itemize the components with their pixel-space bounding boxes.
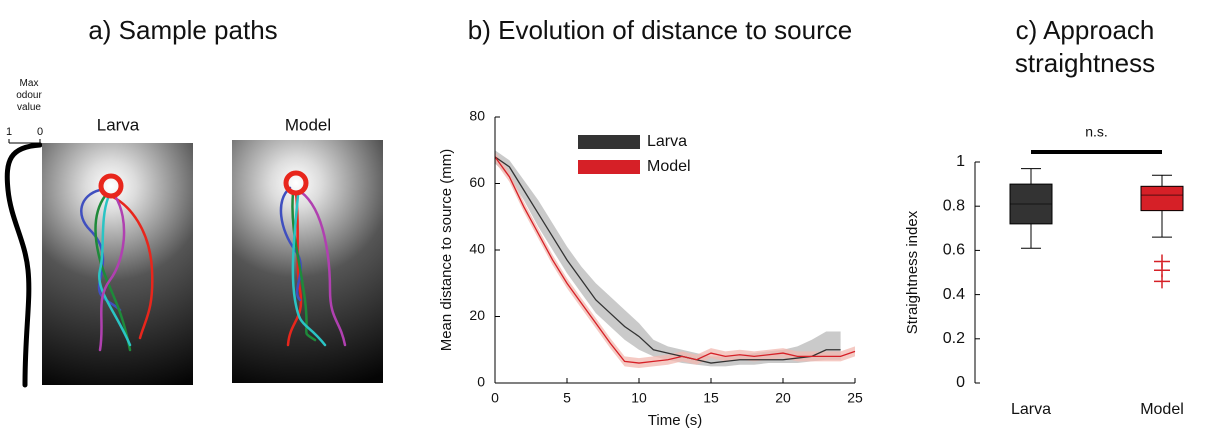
chart-title: c) Approach straightness [1014,15,1156,78]
x-tick-label: 5 [563,390,571,406]
y-tick-label: 1 [956,153,965,170]
confidence-band [495,150,841,367]
chart-title: b) Evolution of distance to source [468,15,852,45]
x-tick-label: 0 [491,390,499,406]
trajectory [94,194,132,352]
x-tick-label: 15 [703,390,719,406]
trajectory [97,196,132,347]
y-axis-label: Straightness index [904,210,921,334]
line [494,156,841,364]
x-tick-label: 25 [847,390,863,406]
x-tick-label: 0 [37,126,43,138]
y-tick-label: 40 [469,241,485,257]
y-tick-label: 80 [469,108,485,124]
panel-label: Model [285,115,331,134]
line [494,156,856,364]
source-marker [98,173,124,199]
legend-label: Larva [647,133,687,150]
x-tick-label: 1 [6,126,12,138]
panel-label: Larva [97,115,140,134]
source-marker [283,170,309,196]
trajectory [98,194,126,352]
trajectory [299,190,347,347]
y-tick-label: 20 [469,307,485,323]
trajectory [291,193,327,347]
x-tick-label: Larva [1011,401,1051,418]
y-tick-label: 0.2 [943,330,965,347]
box [1140,185,1184,212]
panel-a-art [4,140,383,388]
y-tick-label: 0 [956,374,965,391]
annotation: n.s. [1085,124,1108,140]
y-tick-label: 0.6 [943,242,965,259]
y-axis-label: Mean distance to source (mm) [438,149,455,352]
x-axis-label: Time (s) [648,412,702,429]
x-tick-label: Model [1140,401,1184,418]
profile-label: Max odour value [16,78,42,113]
trajectory [291,191,317,342]
outlier [1154,274,1170,289]
trajectory [286,191,303,347]
arena-image [232,140,383,383]
y-tick-label: 60 [469,174,485,190]
legend-label: Model [647,158,691,175]
y-tick-label: 0.4 [943,286,965,303]
x-tick-label: 10 [631,390,647,406]
x-tick-label: 20 [775,390,791,406]
y-tick-label: 0.8 [943,197,965,214]
trajectory [109,194,154,340]
chart-title: a) Sample paths [88,15,277,45]
odour-profile [4,142,43,388]
confidence-band [495,151,855,369]
y-tick-label: 0 [477,374,485,390]
trajectory [279,186,302,302]
